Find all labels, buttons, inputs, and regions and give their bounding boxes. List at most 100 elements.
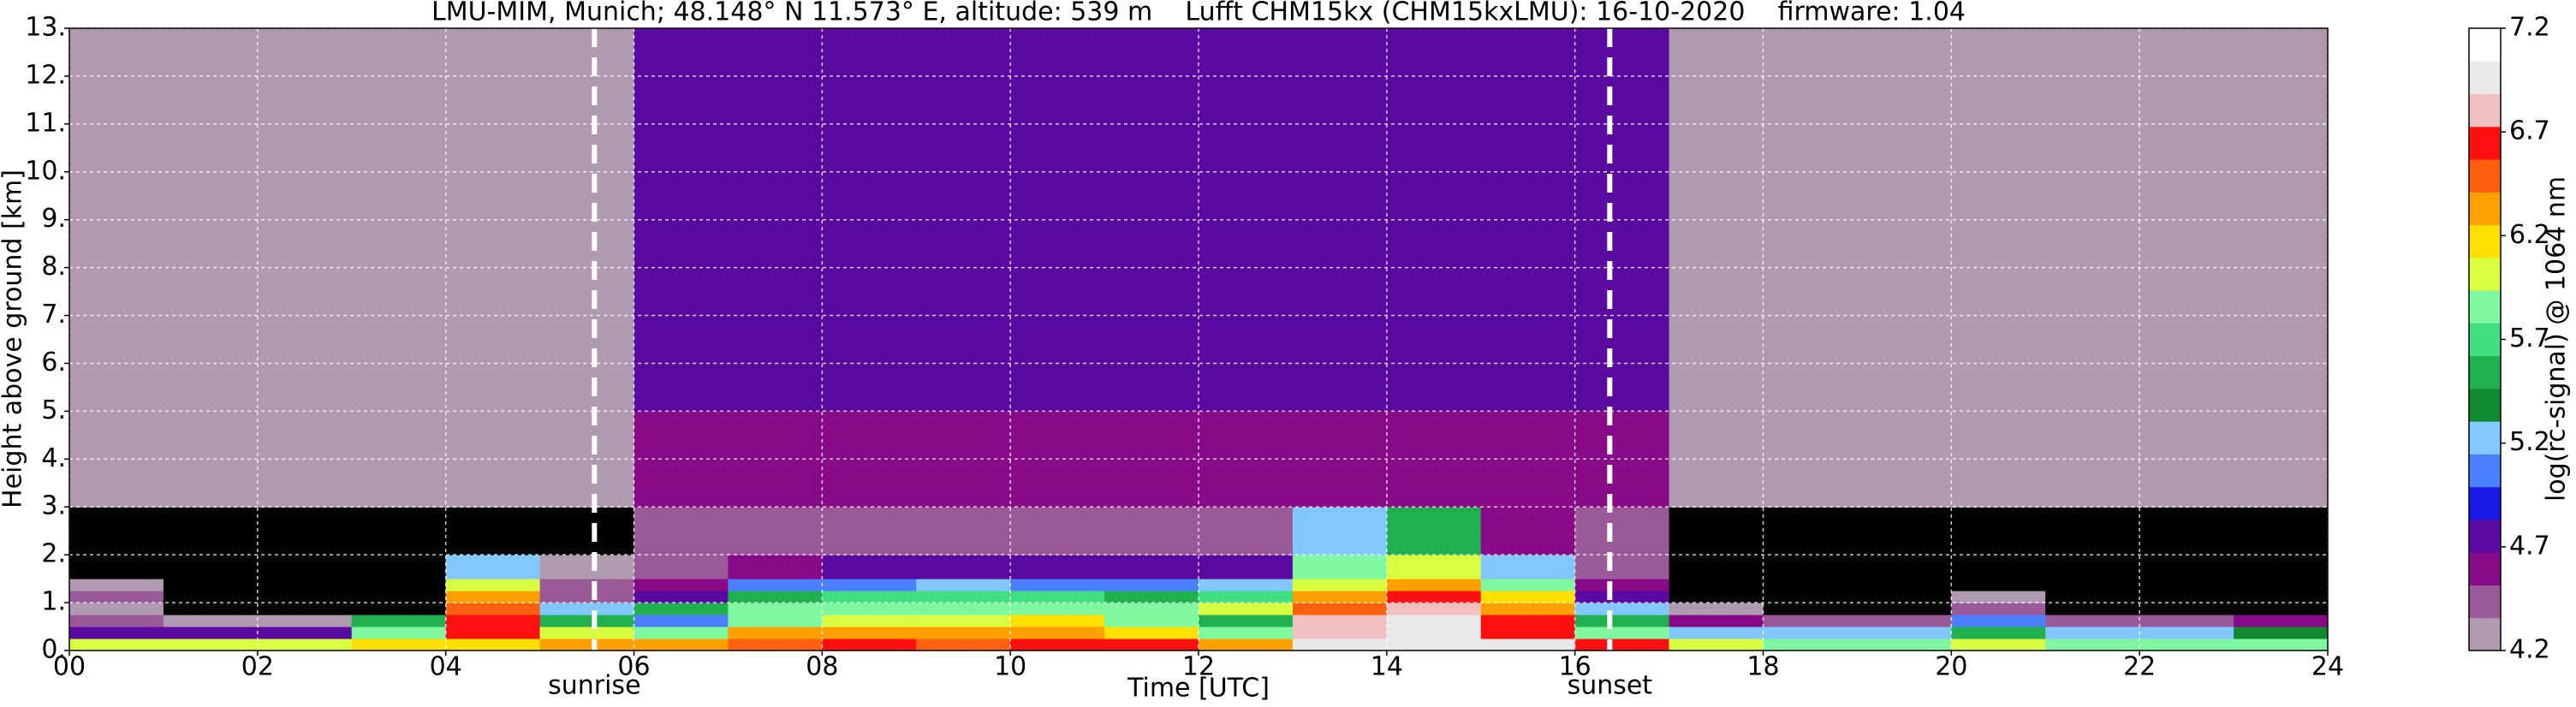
heatmap-cell	[445, 627, 541, 639]
heatmap-cell	[1104, 555, 1199, 579]
heatmap-cell	[1104, 639, 1199, 651]
heatmap-cell	[1951, 627, 2046, 639]
heatmap-cell	[2234, 579, 2329, 591]
x-tick-label: 02	[241, 652, 274, 682]
heatmap-cell	[1951, 591, 2046, 603]
event-label: sunset	[1568, 671, 1653, 701]
heatmap-cell	[1386, 603, 1482, 615]
heatmap-cell	[351, 267, 447, 412]
y-tick-label: 1.	[41, 587, 66, 617]
heatmap-cell	[1292, 615, 1388, 627]
heatmap-cell	[69, 615, 164, 627]
heatmap-cell	[1386, 28, 1482, 269]
heatmap-cell	[1010, 507, 1105, 556]
heatmap-cell	[1386, 579, 1482, 591]
heatmap-cell	[539, 579, 634, 591]
heatmap-cell	[1669, 603, 1764, 615]
heatmap-cell	[822, 627, 917, 639]
heatmap-cell	[1857, 555, 1952, 579]
heatmap-cell	[1010, 627, 1105, 639]
heatmap-cell	[2234, 555, 2329, 579]
heatmap-cell	[916, 627, 1011, 639]
colorbar-tick-label: 4.7	[2509, 531, 2550, 561]
heatmap-cell	[1010, 555, 1105, 579]
heatmap-cell	[1480, 28, 1576, 269]
heatmap-cell	[1669, 627, 1764, 639]
heatmap-cell	[1857, 627, 1952, 639]
heatmap-cell	[2139, 555, 2234, 579]
colorbar-segment	[2469, 486, 2501, 520]
heatmap-cell	[1199, 507, 1294, 556]
heatmap-cell	[2045, 579, 2140, 591]
heatmap-cell	[1574, 603, 1670, 615]
y-tick-label: 10.	[25, 156, 66, 186]
heatmap-cell	[634, 579, 729, 591]
heatmap-cell	[916, 579, 1011, 591]
colorbar-tick-label: 6.7	[2509, 116, 2550, 146]
y-tick-label: 9.	[41, 204, 66, 234]
heatmap-cell	[163, 507, 259, 556]
x-tick-label: 06	[617, 652, 650, 682]
heatmap-cell	[1669, 591, 1764, 603]
heatmap-cell	[257, 615, 353, 627]
heatmap-cell	[163, 615, 259, 627]
heatmap-cell	[1951, 555, 2046, 579]
heatmap-cell	[1763, 591, 1858, 603]
heatmap-cell	[2045, 591, 2140, 603]
heatmap-cell	[1574, 591, 1670, 603]
heatmap-cell	[916, 555, 1011, 579]
heatmap-cell	[1574, 267, 1670, 412]
x-tick-label: 04	[430, 652, 462, 682]
y-tick-label: 11.	[25, 108, 66, 138]
heatmap-cell	[1951, 507, 2046, 556]
heatmap-cell	[69, 627, 164, 639]
heatmap-cell	[1199, 28, 1294, 269]
heatmap-cell	[1199, 267, 1294, 412]
heatmap-cell	[1951, 615, 2046, 627]
heatmap-cell	[916, 615, 1011, 627]
heatmap-cell	[1763, 639, 1858, 651]
heatmap-cell	[69, 579, 164, 591]
heatmap-cell	[1386, 639, 1482, 651]
heatmap-cell	[1763, 579, 1858, 591]
heatmap-cell	[1857, 591, 1952, 603]
heatmap-cell	[1857, 639, 1952, 651]
heatmap-cell	[445, 615, 541, 627]
heatmap-cell	[163, 639, 259, 651]
colorbar-segment	[2469, 454, 2501, 488]
heatmap-cell	[1292, 639, 1388, 651]
heatmap-cell	[445, 579, 541, 591]
heatmap-cell	[1763, 28, 1858, 269]
heatmap-cell	[1386, 267, 1482, 412]
heatmap-cell	[916, 591, 1011, 603]
heatmap-cell	[822, 615, 917, 627]
colorbar-tick-label: 7.2	[2509, 13, 2550, 43]
heatmap-cell	[1857, 28, 1952, 269]
heatmap-cell	[257, 627, 353, 639]
heatmap-cell	[2139, 507, 2234, 556]
colorbar-segment	[2469, 61, 2501, 95]
heatmap-cell	[728, 267, 823, 412]
heatmap-cell	[2045, 28, 2140, 269]
heatmap-cell	[539, 591, 634, 603]
heatmap-cell	[634, 603, 729, 615]
x-tick-label: 16	[1559, 652, 1591, 682]
heatmap-cell	[2045, 615, 2140, 627]
heatmap-cell	[634, 555, 729, 579]
colorbar-segment	[2469, 126, 2501, 160]
y-tick-label: 12.	[25, 60, 66, 90]
heatmap-cell	[2139, 615, 2234, 627]
heatmap-cell	[1669, 555, 1764, 579]
heatmap-cell	[539, 615, 634, 627]
colorbar-segment	[2469, 519, 2501, 553]
heatmap-cell	[728, 507, 823, 556]
heatmap-cell	[163, 267, 259, 412]
heatmap-cell	[445, 555, 541, 579]
heatmap-cell	[1669, 639, 1764, 651]
y-tick-label: 4.	[41, 443, 66, 473]
heatmap-cell	[1763, 627, 1858, 639]
colorbar-segment	[2469, 355, 2501, 389]
heatmap-cell	[728, 603, 823, 615]
colorbar-segment	[2469, 192, 2501, 226]
